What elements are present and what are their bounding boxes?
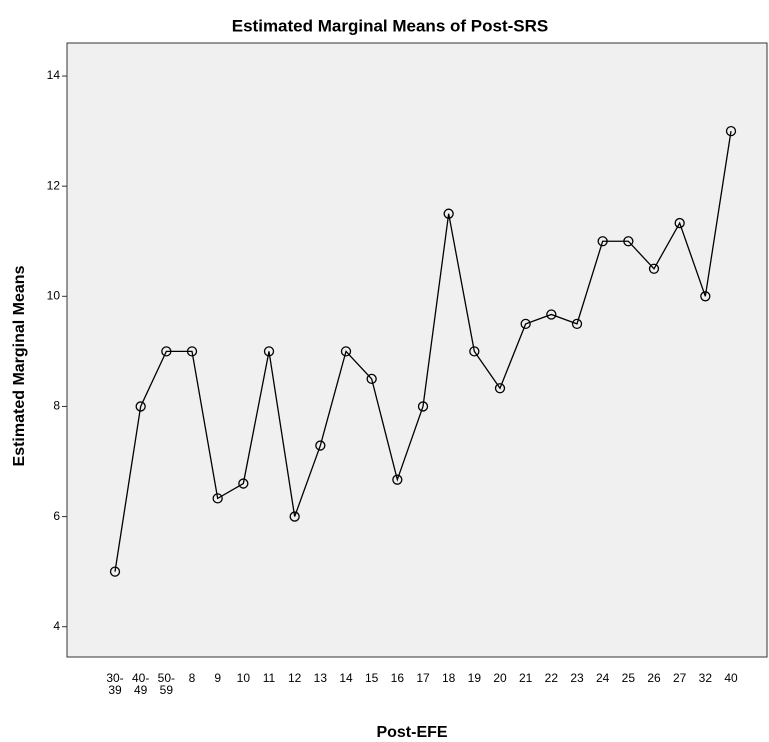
x-tick-label: 9 [214,671,221,685]
x-tick-label: 26 [647,671,661,685]
marker [109,566,121,577]
x-tick-label: 50-59 [157,671,175,697]
marker [340,346,352,357]
x-tick-label: 13 [313,671,327,685]
y-tick-label: 14 [47,68,61,82]
marker [238,478,249,489]
x-tick-label: 40-49 [131,671,150,697]
x-tick-label: 27 [672,671,687,685]
x-tick-label: 22 [544,671,558,685]
x-tick-label: 12 [287,671,302,685]
marker [725,125,737,137]
marker [315,440,326,451]
x-tick-label: 21 [518,671,533,685]
marker [161,346,172,357]
marker [392,474,403,485]
y-tick-label: 6 [53,509,60,523]
x-tick-label: 17 [416,671,430,685]
marker [700,291,711,302]
x-tick-label: 23 [570,671,584,685]
x-tick-label: 19 [467,671,481,685]
x-axis-label: Post-EFE [376,724,447,741]
y-tick-label: 10 [47,288,61,302]
marker [263,346,275,357]
marker [417,401,429,412]
marker [648,263,660,274]
marker [135,401,146,412]
x-tick-label: 18 [441,671,456,685]
marker [546,309,557,320]
x-tick-label: 32 [698,671,712,685]
marker [674,217,685,229]
x-tick-label: 11 [262,671,276,685]
x-tick-label: 8 [188,671,196,685]
y-tick-label: 8 [53,399,60,413]
marker [623,236,634,247]
x-tick-label: 15 [364,671,379,685]
x-tick-label: 24 [595,671,610,685]
x-tick-label: 25 [621,671,635,685]
marker [366,373,377,385]
y-axis-label: Estimated Marginal Means [11,265,28,466]
x-tick-label: 16 [390,671,404,685]
y-tick-label: 4 [53,619,60,633]
x-tick-label: 10 [236,671,250,685]
marker [212,493,223,504]
marker [289,511,300,522]
marker [186,346,198,357]
x-tick-label: 40 [724,671,738,685]
x-tick-label: 30-39 [106,671,124,697]
y-tick-label: 12 [47,178,61,192]
chart-title: Estimated Marginal Means of Post-SRS [232,16,548,35]
marker [520,318,531,329]
marker [494,383,506,394]
line [114,131,732,572]
marker [443,208,454,219]
x-tick-label: 20 [493,671,507,685]
marker [571,318,583,329]
marker [469,346,480,357]
x-tick-label: 14 [339,671,353,685]
plot-area [66,42,768,658]
marker [597,236,608,247]
